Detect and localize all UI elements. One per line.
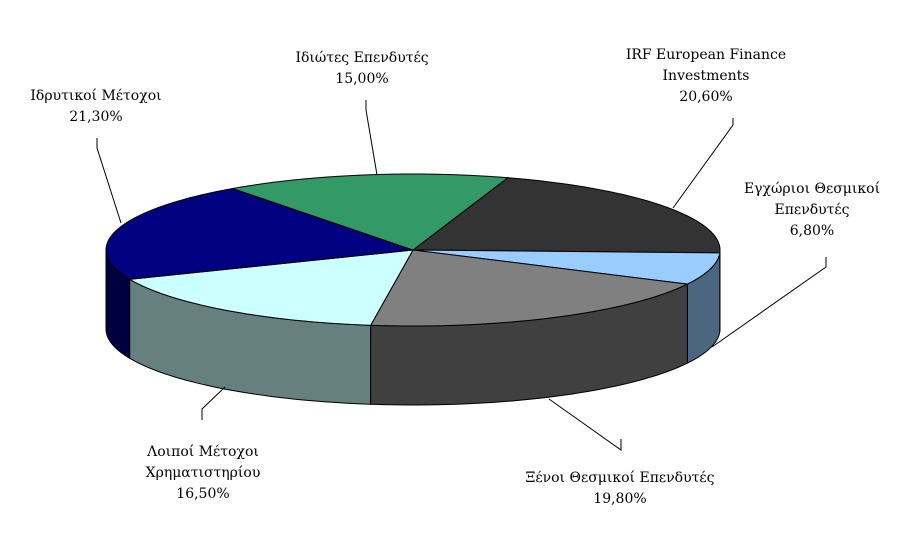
slice-name-label: Ξένοι Θεσμικοί Επενδυτές <box>526 469 715 486</box>
leader-line-1 <box>672 118 734 209</box>
slice-name-label: Ιδιώτες Επενδυτές <box>295 49 428 66</box>
leader-line-6 <box>365 100 378 176</box>
slice-name-label: IRF European Finance <box>626 47 786 63</box>
leader-line-4 <box>201 386 226 420</box>
slice-value-label: 6,80% <box>790 223 834 239</box>
pie-sides <box>105 249 721 406</box>
pie-slice-2 <box>412 249 721 285</box>
slice-name-label: Χρηματιστηρίου <box>146 464 261 481</box>
pie-slice-3 <box>369 249 690 327</box>
pie-slice-5 <box>105 187 414 280</box>
pie-slice-6 <box>232 173 510 251</box>
slice-value-label: 15,00% <box>335 71 388 87</box>
slice-labels: IRF European Finance Investments 20,60% Εγχ… <box>30 47 880 507</box>
slice-value-label: 16,50% <box>176 486 229 502</box>
slice-name-label: Λοιποί Μέτοχοι <box>146 443 259 460</box>
pie-slice-4 <box>128 249 414 326</box>
leader-line-5 <box>96 138 122 224</box>
pie-tops <box>105 173 721 327</box>
slice-name-label: Investments <box>663 68 750 84</box>
slice-name-label: Επενδυτές <box>775 201 850 218</box>
slice-value-label: 19,80% <box>593 491 646 507</box>
leader-lines <box>96 100 827 451</box>
leader-line-2 <box>711 257 827 348</box>
slice-name-label: Εγχώριοι Θεσμικοί <box>744 180 880 197</box>
leader-line-3 <box>548 398 622 451</box>
slice-name-label: Ιδρυτικοί Μέτοχοι <box>30 87 161 104</box>
pie-slice-1 <box>411 177 721 254</box>
slice-value-label: 20,60% <box>679 89 732 105</box>
slice-value-label: 21,30% <box>69 109 122 125</box>
